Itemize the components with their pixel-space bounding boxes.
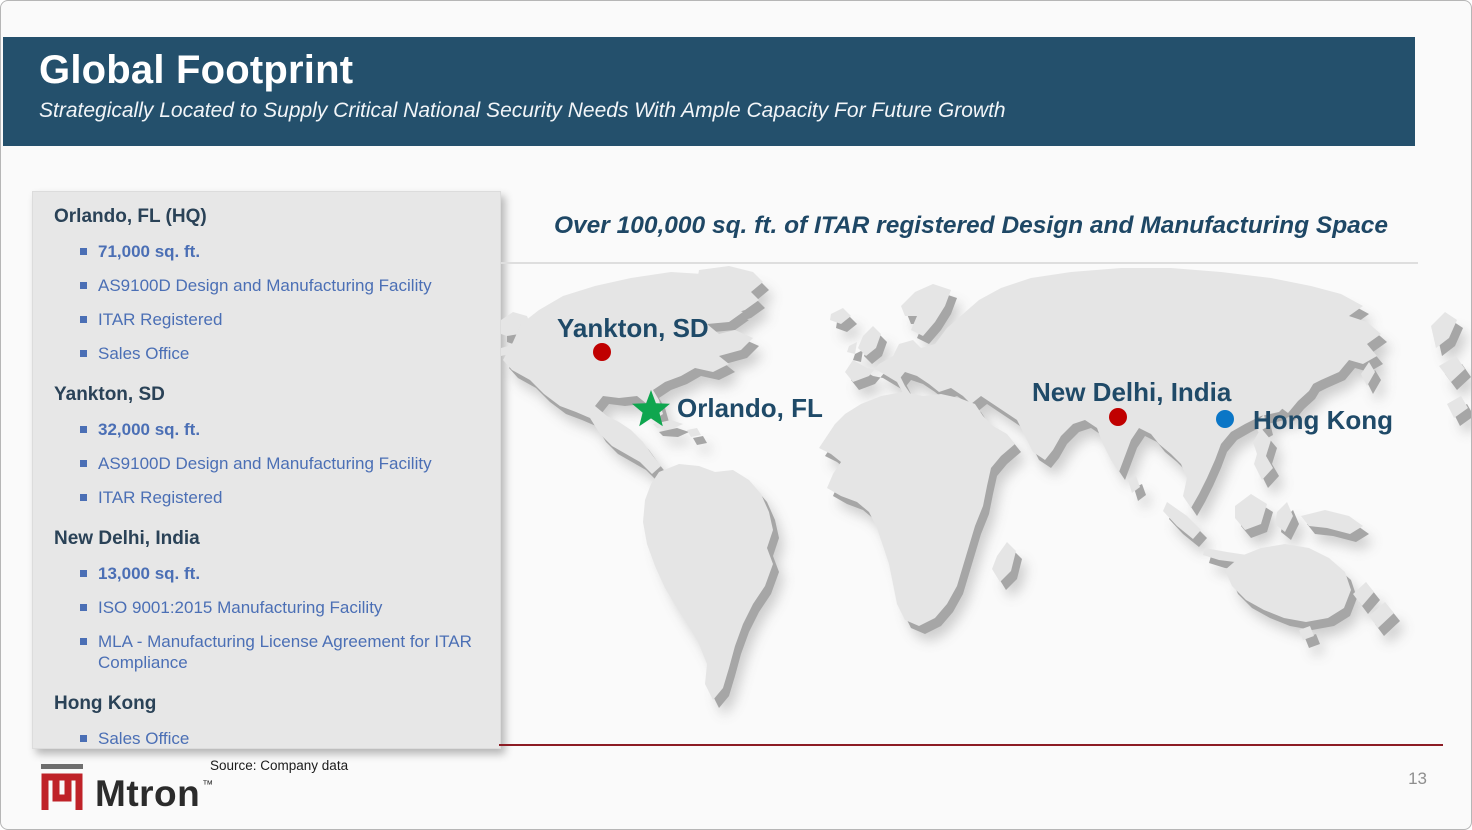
location-name: Orlando, FL (HQ) bbox=[54, 206, 207, 227]
source-note: Source: Company data bbox=[210, 758, 349, 773]
location-group-hongkong: Hong Kong Sales Office bbox=[33, 693, 500, 749]
world-map bbox=[501, 266, 1471, 716]
list-item: ITAR Registered bbox=[80, 487, 472, 508]
bullet-square-icon bbox=[80, 638, 87, 645]
location-group-delhi: New Delhi, India 13,000 sq. ft. ISO 9001… bbox=[33, 528, 500, 673]
bullet-text: Sales Office bbox=[98, 729, 190, 748]
logo-wordmark: Mtron ™ bbox=[95, 773, 214, 814]
list-item: 13,000 sq. ft. bbox=[80, 563, 472, 584]
list-item: MLA - Manufacturing License Agreement fo… bbox=[80, 631, 472, 673]
hongkong-marker-dot bbox=[1216, 410, 1234, 428]
bullet-square-icon bbox=[80, 426, 87, 433]
bullet-square-icon bbox=[80, 316, 87, 323]
location-name: Yankton, SD bbox=[54, 384, 165, 405]
trademark-symbol: ™ bbox=[202, 779, 214, 791]
location-group-orlando: Orlando, FL (HQ) 71,000 sq. ft. AS9100D … bbox=[33, 206, 500, 364]
list-item: 71,000 sq. ft. bbox=[80, 241, 472, 262]
bullet-text: ITAR Registered bbox=[98, 488, 223, 507]
bullet-text: AS9100D Design and Manufacturing Facilit… bbox=[98, 276, 432, 295]
bullet-square-icon bbox=[80, 494, 87, 501]
hongkong-map-label: Hong Kong bbox=[1253, 405, 1394, 435]
locations-panel: Orlando, FL (HQ) 71,000 sq. ft. AS9100D … bbox=[32, 191, 501, 749]
bullet-text: 32,000 sq. ft. bbox=[98, 420, 201, 439]
yankton-map-label: Yankton, SD bbox=[557, 313, 709, 343]
bullet-square-icon bbox=[80, 350, 87, 357]
page-number: 13 bbox=[1408, 769, 1427, 788]
location-name: Hong Kong bbox=[54, 693, 157, 714]
bullet-text: ITAR Registered bbox=[98, 310, 223, 329]
bullet-square-icon bbox=[80, 570, 87, 577]
mtron-logo: Mtron ™ bbox=[37, 759, 214, 820]
header-banner: Global Footprint Strategically Located t… bbox=[3, 37, 1415, 146]
bullet-text: Sales Office bbox=[98, 344, 190, 363]
bullet-text: 13,000 sq. ft. bbox=[98, 564, 201, 583]
mtron-logo-icon bbox=[41, 764, 83, 810]
bullet-text: ISO 9001:2015 Manufacturing Facility bbox=[98, 598, 383, 617]
list-item: AS9100D Design and Manufacturing Facilit… bbox=[80, 453, 472, 474]
location-name: New Delhi, India bbox=[54, 528, 200, 549]
list-item: Sales Office bbox=[80, 728, 472, 749]
list-item: ITAR Registered bbox=[80, 309, 472, 330]
list-item: AS9100D Design and Manufacturing Facilit… bbox=[80, 275, 472, 296]
list-item: 32,000 sq. ft. bbox=[80, 419, 472, 440]
delhi-map-label: New Delhi, India bbox=[1032, 377, 1232, 407]
list-item: Sales Office bbox=[80, 343, 472, 364]
footer-accent-line bbox=[499, 744, 1443, 746]
bullet-square-icon bbox=[80, 735, 87, 742]
bullet-text: AS9100D Design and Manufacturing Facilit… bbox=[98, 454, 432, 473]
location-group-yankton: Yankton, SD 32,000 sq. ft. AS9100D Desig… bbox=[33, 384, 500, 508]
headline-divider bbox=[501, 262, 1418, 264]
bullet-square-icon bbox=[80, 604, 87, 611]
list-item: ISO 9001:2015 Manufacturing Facility bbox=[80, 597, 472, 618]
bullet-square-icon bbox=[80, 282, 87, 289]
page-subtitle: Strategically Located to Supply Critical… bbox=[39, 99, 1006, 122]
delhi-marker-dot bbox=[1109, 408, 1127, 426]
bullet-square-icon bbox=[80, 248, 87, 255]
orlando-marker-star bbox=[632, 390, 670, 427]
bullet-text: 71,000 sq. ft. bbox=[98, 242, 201, 261]
yankton-marker-dot bbox=[593, 343, 611, 361]
page-title: Global Footprint bbox=[39, 48, 354, 92]
bullet-square-icon bbox=[80, 460, 87, 467]
map-headline: Over 100,000 sq. ft. of ITAR registered … bbox=[553, 212, 1389, 239]
orlando-map-label: Orlando, FL bbox=[677, 393, 823, 423]
bullet-text: MLA - Manufacturing License Agreement fo… bbox=[98, 632, 472, 672]
